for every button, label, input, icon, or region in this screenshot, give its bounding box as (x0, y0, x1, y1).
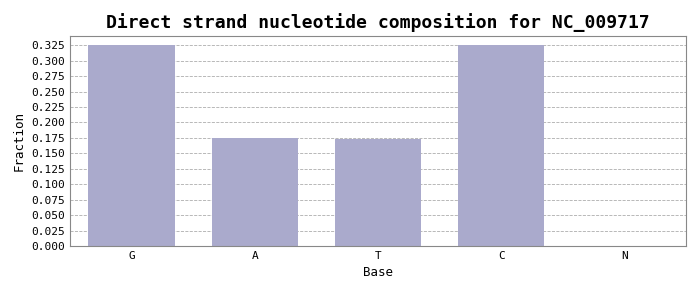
Title: Direct strand nucleotide composition for NC_009717: Direct strand nucleotide composition for… (106, 13, 650, 32)
Bar (458, 45, 545, 246)
Bar (335, 139, 421, 246)
Bar (211, 138, 298, 246)
X-axis label: Base: Base (363, 266, 393, 279)
Y-axis label: Fraction: Fraction (13, 111, 26, 171)
Bar (88, 45, 175, 246)
